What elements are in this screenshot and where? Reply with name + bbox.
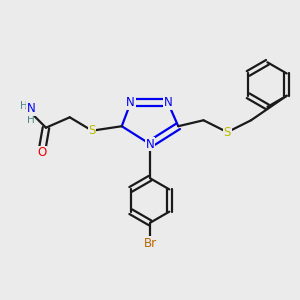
Text: O: O <box>37 146 46 160</box>
Text: N: N <box>164 96 172 109</box>
Text: S: S <box>88 124 96 137</box>
Text: N: N <box>146 138 154 151</box>
Text: S: S <box>224 126 231 139</box>
Text: H: H <box>27 115 35 125</box>
Text: Br: Br <box>143 236 157 250</box>
Text: N: N <box>126 96 135 109</box>
Text: H: H <box>20 101 28 111</box>
Text: N: N <box>27 102 35 115</box>
